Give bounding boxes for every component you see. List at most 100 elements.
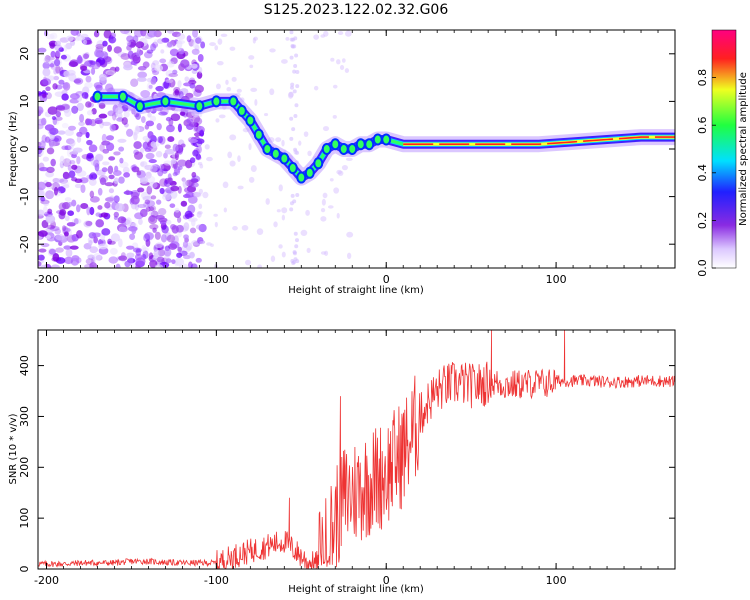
noise-blob — [198, 203, 203, 210]
noise-blob — [276, 209, 281, 213]
noise-blob — [62, 82, 69, 89]
noise-blob — [38, 254, 45, 261]
noise-blob — [133, 55, 141, 63]
noise-blob — [68, 61, 78, 68]
noise-blob — [186, 118, 193, 124]
noise-blob — [104, 182, 114, 187]
noise-blob — [198, 223, 207, 233]
noise-blob — [85, 101, 92, 108]
noise-blob — [89, 172, 98, 181]
noise-blob — [136, 170, 142, 176]
noise-blob — [61, 93, 69, 101]
ridge-blob — [194, 100, 205, 113]
ridge-blob — [330, 138, 341, 151]
noise-blob — [64, 109, 72, 118]
noise-blob — [130, 60, 137, 66]
noise-blob — [104, 201, 111, 209]
spectrogram-x-axis-label: Height of straight line (km) — [288, 285, 424, 296]
noise-blob — [163, 247, 172, 257]
noise-blob — [191, 48, 200, 55]
noise-blob — [49, 140, 54, 149]
noise-blob — [85, 131, 90, 139]
noise-blob — [148, 164, 158, 173]
noise-blob — [107, 44, 112, 52]
noise-blob — [52, 252, 60, 262]
noise-blob — [40, 117, 47, 126]
noise-blob — [103, 30, 112, 39]
noise-blob — [200, 41, 206, 49]
noise-blob — [104, 197, 114, 202]
noise-blob — [42, 156, 50, 162]
noise-blob — [322, 192, 328, 199]
noise-blob — [62, 158, 72, 167]
noise-blob — [120, 30, 130, 35]
noise-blob — [145, 120, 155, 127]
noise-blob — [250, 165, 257, 173]
noise-blob — [141, 244, 147, 253]
noise-blob — [295, 150, 300, 155]
noise-blob — [146, 175, 156, 184]
y-tick-label: 0 — [18, 566, 31, 573]
snr-x-axis-label: Height of straight line (km) — [288, 584, 424, 595]
noise-blob — [174, 257, 185, 266]
spectrogram-y-axis-label: Frequency (Hz) — [8, 111, 19, 187]
noise-blob — [148, 181, 158, 189]
noise-blob — [183, 222, 190, 231]
noise-blob — [287, 91, 294, 99]
noise-blob — [54, 137, 61, 146]
noise-blob — [120, 53, 131, 60]
noise-blob — [248, 143, 252, 151]
noise-blob — [90, 67, 96, 75]
noise-blob — [80, 33, 89, 39]
noise-blob — [193, 132, 201, 137]
noise-blob — [341, 58, 346, 63]
noise-blob — [123, 172, 131, 178]
noise-blob — [98, 113, 108, 119]
noise-blob — [339, 65, 345, 70]
noise-blob — [43, 200, 49, 207]
noise-blob — [188, 179, 195, 187]
noise-blob — [278, 244, 283, 249]
noise-blob — [320, 207, 326, 213]
noise-blob — [270, 255, 276, 262]
noise-blob — [117, 216, 126, 224]
noise-blob — [115, 107, 124, 115]
noise-blob — [89, 196, 100, 203]
noise-blob — [324, 250, 329, 256]
y-tick-label: 400 — [18, 355, 31, 376]
noise-blob — [53, 58, 63, 67]
noise-blob — [165, 70, 174, 77]
noise-blob — [66, 158, 71, 163]
noise-blob — [88, 178, 97, 186]
noise-blob — [198, 188, 204, 194]
noise-blob — [290, 44, 295, 49]
noise-blob — [83, 61, 91, 67]
ridge-blob — [313, 157, 324, 170]
noise-blob — [38, 230, 48, 237]
noise-blob — [108, 256, 119, 264]
noise-blob — [152, 41, 159, 48]
noise-blob — [42, 93, 47, 98]
noise-blob — [62, 173, 71, 179]
ridge-blob — [117, 90, 128, 103]
noise-blob — [248, 55, 255, 60]
noise-blob — [39, 140, 46, 149]
noise-blob — [88, 239, 93, 246]
noise-blob — [55, 247, 64, 253]
noise-blob — [313, 34, 320, 40]
noise-blob — [55, 110, 62, 118]
noise-blob — [166, 234, 176, 243]
noise-blob — [188, 217, 198, 223]
noise-blob — [54, 228, 61, 235]
noise-blob — [71, 199, 77, 207]
noise-blob — [321, 198, 326, 206]
noise-blob — [285, 37, 290, 41]
noise-blob — [64, 256, 74, 265]
noise-blob — [204, 144, 210, 150]
noise-blob — [101, 228, 111, 236]
noise-blob — [61, 225, 67, 232]
noise-blob — [119, 161, 129, 169]
noise-blob — [166, 219, 172, 225]
noise-blob — [148, 252, 154, 260]
noise-blob — [93, 159, 100, 168]
